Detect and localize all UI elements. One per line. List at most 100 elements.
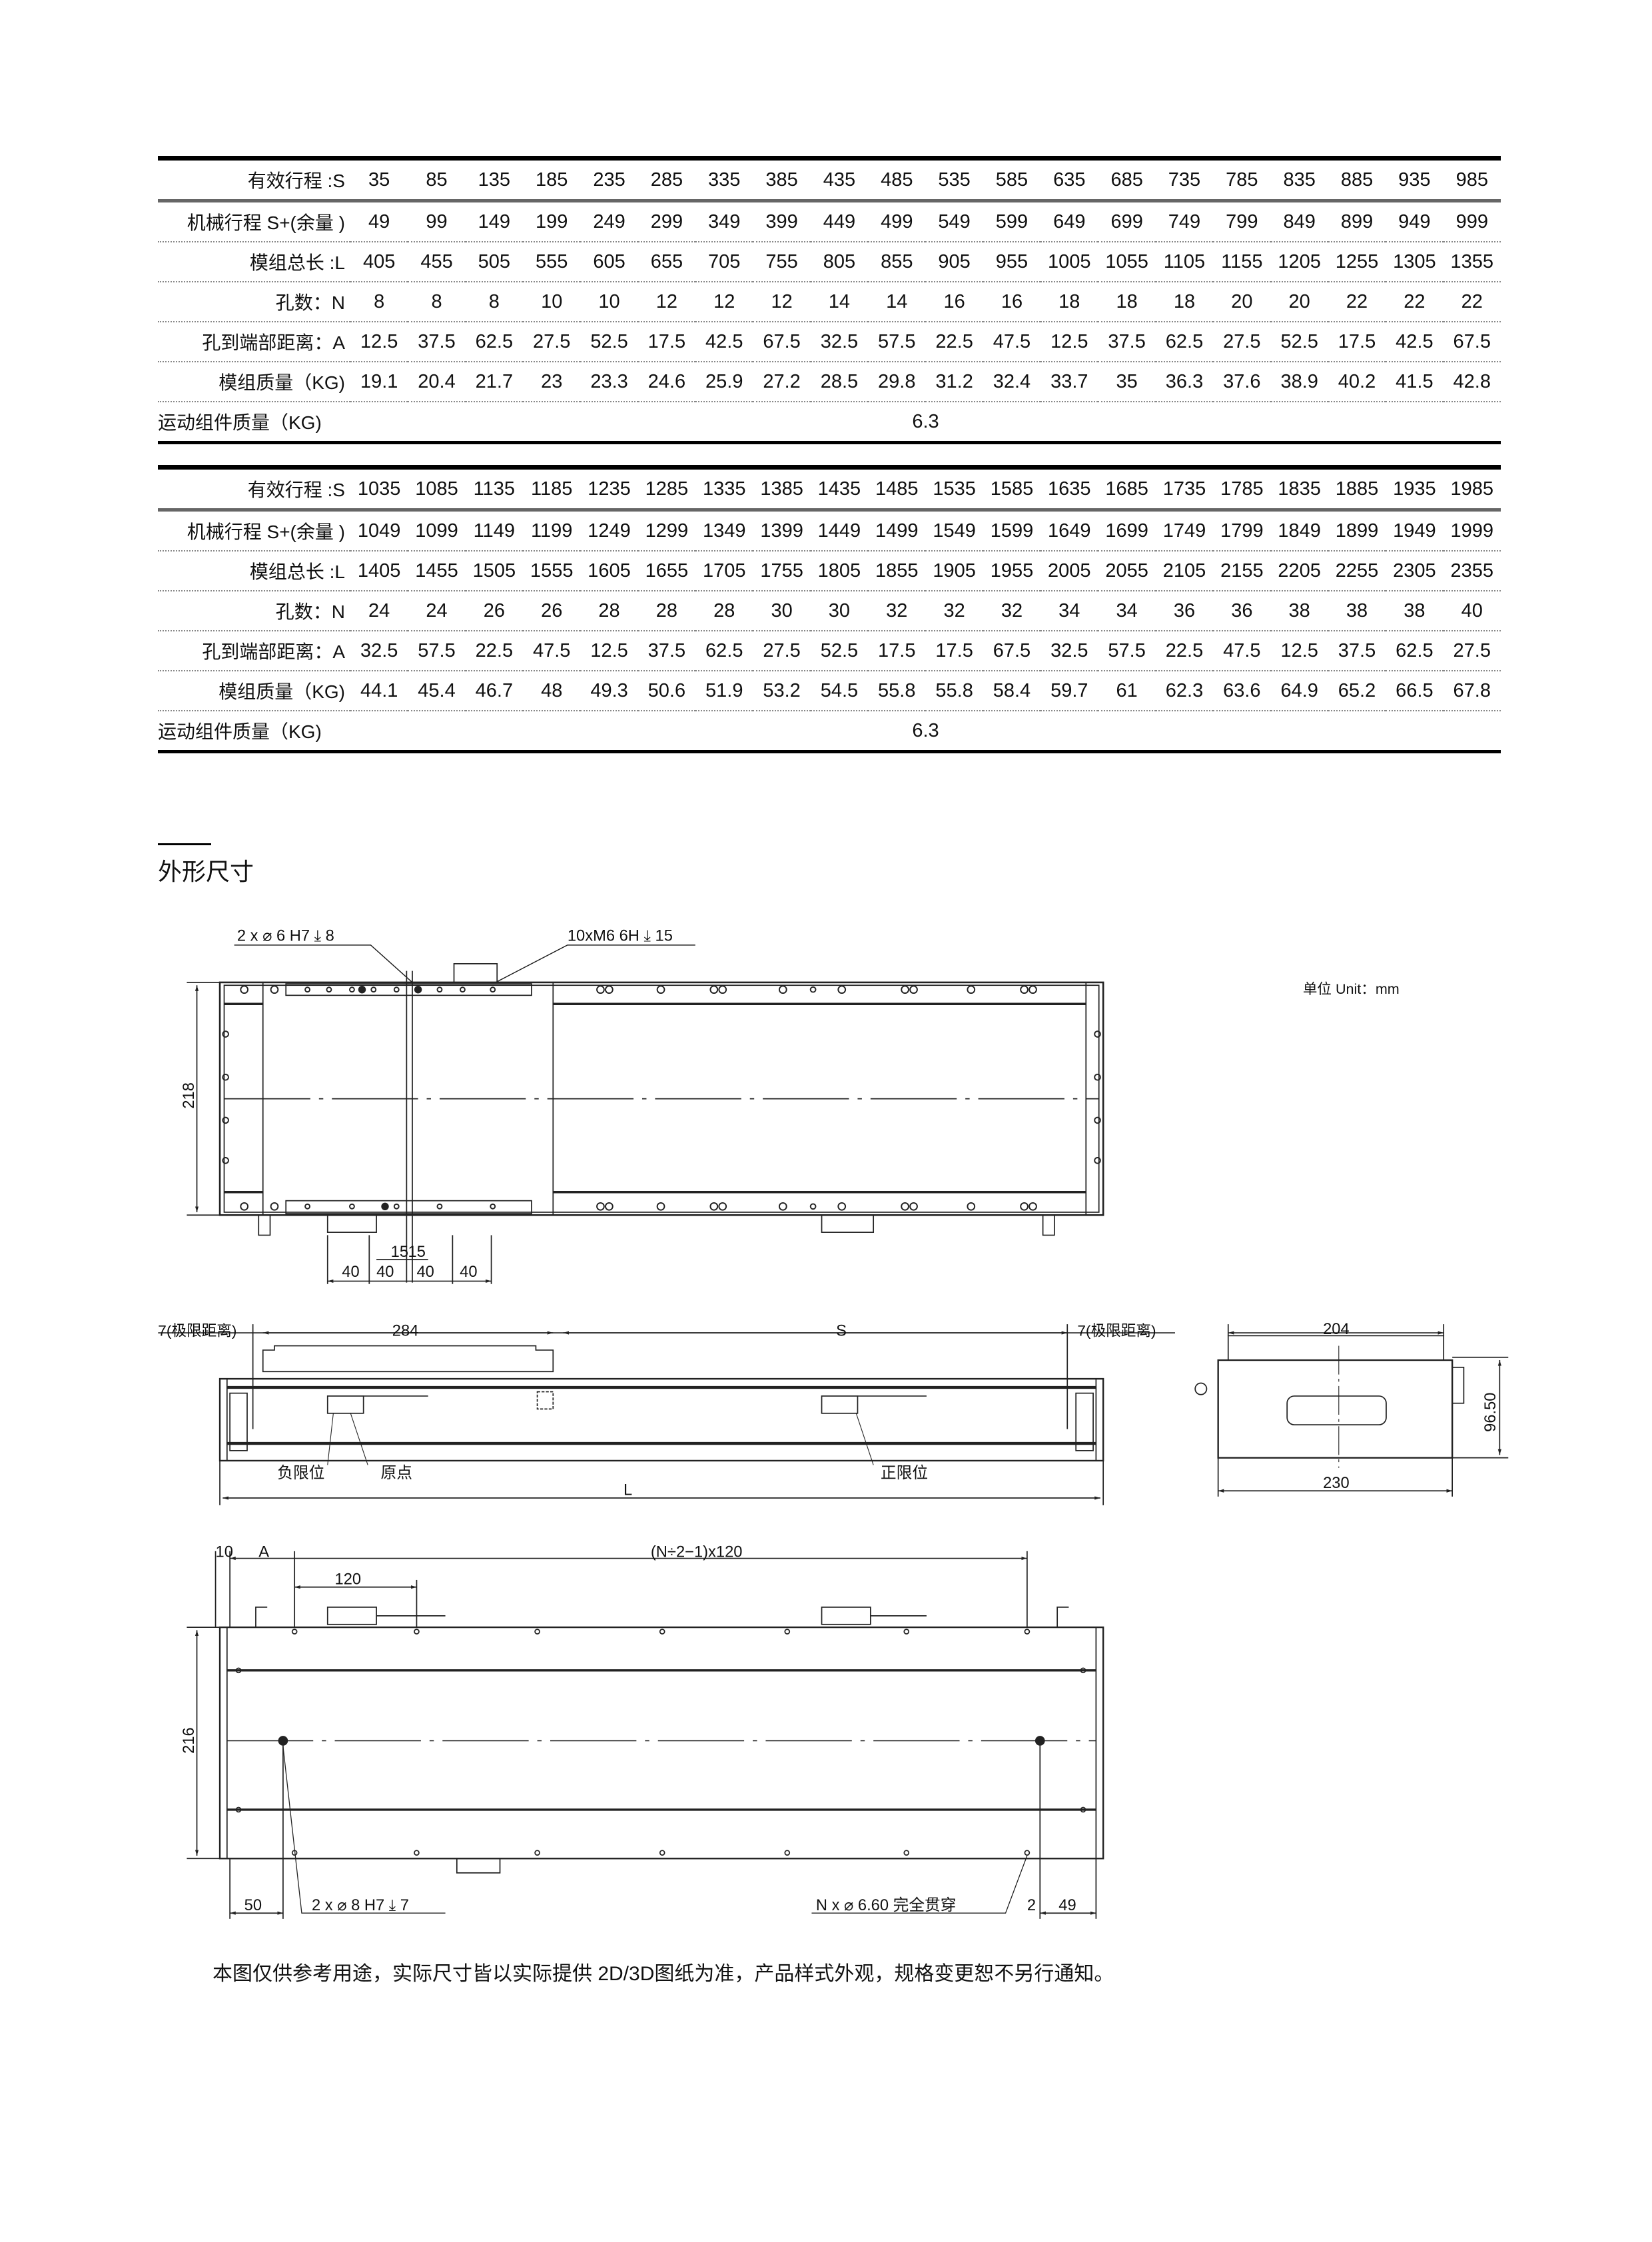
spec-table-2: 有效行程 :S 1035 1085 1135 1185 1235 1285 1335 1385 1… <box>158 465 1501 753</box>
pos-limit-label: 正限位 <box>881 1464 928 1482</box>
spec-cell: 755 <box>753 242 811 282</box>
spec-cell: 349 <box>695 200 753 242</box>
spec-cell: 54.5 <box>810 671 869 711</box>
top-view: 2 x ⌀ 6 H7 ⤓ 8 10xM6 6H ⤓ 15 单位 Unit：mm … <box>181 927 1400 1284</box>
spec-cell: 37.5 <box>1098 322 1156 362</box>
spec-cell: 1205 <box>1270 242 1328 282</box>
spec-cell: 14 <box>810 282 869 322</box>
spec-cell: 62.5 <box>1155 322 1214 362</box>
spec-cell: 42.5 <box>1386 322 1444 362</box>
row-label: 运动组件质量（KG) <box>158 412 322 433</box>
spec-cell: 27.5 <box>523 322 581 362</box>
spec-cell: 12.5 <box>580 631 638 671</box>
spec-cell: 1485 <box>868 467 926 512</box>
spec-cell: 28.5 <box>810 362 869 402</box>
spec-cell: 1949 <box>1386 510 1444 552</box>
connector-icon <box>453 963 498 983</box>
spec-cell: 30 <box>810 591 869 631</box>
spec-cell: 485 <box>868 158 926 202</box>
spec-cell: 64.9 <box>1270 671 1328 711</box>
spec-cell: 1505 <box>465 551 524 591</box>
spec-cell: 58.4 <box>983 671 1041 711</box>
spec-cell: 27.5 <box>753 631 811 671</box>
spec-cell: 38.9 <box>1270 362 1328 402</box>
spec-cell: 1049 <box>350 510 408 552</box>
spec-cell: 23 <box>523 362 581 402</box>
spec-cell: 1385 <box>753 467 811 512</box>
spec-cell: 1835 <box>1270 467 1328 512</box>
spec-cell: 22.5 <box>1155 631 1214 671</box>
spec-cell: 37.5 <box>637 631 696 671</box>
spec-cell: 1455 <box>408 551 466 591</box>
spec-cell: 38 <box>1328 591 1386 631</box>
spec-cell: 10 <box>580 282 638 322</box>
spec-cell: 67.5 <box>1443 322 1501 362</box>
row-label: 模组质量（KG) <box>158 671 350 711</box>
spec-cell: 44.1 <box>350 671 408 711</box>
spec-row: 孔数：N 8 8 8 10 10 12 12 12 14 14 16 16 18 18 18 20 20 22 22 2… <box>158 282 1501 322</box>
spec-cell: 20.4 <box>408 362 466 402</box>
spec-cell: 18 <box>1040 282 1098 322</box>
pitch-dim: (N÷2−1)x120 <box>651 1543 743 1561</box>
spec-cell: 449 <box>810 200 869 242</box>
spec-cell: 1749 <box>1155 510 1214 552</box>
spec-cell: 735 <box>1155 158 1214 202</box>
origin-label: 原点 <box>381 1464 412 1482</box>
spec-cell: 1185 <box>523 467 581 512</box>
spec-cell: 27.5 <box>1443 631 1501 671</box>
dim-40: 40 <box>376 1264 394 1281</box>
spec-cell: 61 <box>1098 671 1156 711</box>
spec-cell: 62.3 <box>1155 671 1214 711</box>
spec-cell: 52.5 <box>580 322 638 362</box>
spec-cell: 605 <box>580 242 638 282</box>
spec-cell: 62.5 <box>695 631 753 671</box>
spec-cell: 1899 <box>1328 510 1386 552</box>
spec-row: 模组总长 :L 1405 1455 1505 1555 1605 1655 1705 1755 1… <box>158 551 1501 591</box>
spec-cell: 655 <box>637 242 696 282</box>
spec-cell: 1355 <box>1443 242 1501 282</box>
spec-cell: 1705 <box>695 551 753 591</box>
spec-cell: 1349 <box>695 510 753 552</box>
spec-cell: 48 <box>523 671 581 711</box>
spec-cell: 1399 <box>753 510 811 552</box>
spec-cell: 1085 <box>408 467 466 512</box>
end-height: 96.50 <box>1482 1393 1499 1432</box>
spec-cell: 749 <box>1155 200 1214 242</box>
spec-cell: 35 <box>1098 362 1156 402</box>
spec-cell: 16 <box>983 282 1041 322</box>
spec-cell: 27.5 <box>1213 322 1271 362</box>
spec-cell: 49.3 <box>580 671 638 711</box>
spec-cell: 20 <box>1213 282 1271 322</box>
spec-cell: 385 <box>753 158 811 202</box>
spec-cell: 57.5 <box>1098 631 1156 671</box>
spec-cell: 499 <box>868 200 926 242</box>
spec-cell: 21.7 <box>465 362 524 402</box>
spec-cell: 1605 <box>580 551 638 591</box>
spec-cell: 1599 <box>983 510 1041 552</box>
spec-cell: 37.5 <box>1328 631 1386 671</box>
sensor-icon <box>821 1214 875 1233</box>
spec-cell: 18 <box>1155 282 1214 322</box>
dim-15a: 15 <box>391 1244 408 1261</box>
section-rule <box>158 843 211 845</box>
spec-cell: 599 <box>983 200 1041 242</box>
spec-cell: 22 <box>1386 282 1444 322</box>
spec-cell: 1035 <box>350 467 408 512</box>
spec-cell: 2255 <box>1328 551 1386 591</box>
spec-cell: 2105 <box>1155 551 1214 591</box>
spec-cell: 32.5 <box>350 631 408 671</box>
limit-left: 7(极限距离) <box>158 1322 236 1339</box>
spec-cell: 1285 <box>637 467 696 512</box>
spec-cell: 1299 <box>637 510 696 552</box>
spec-cell: 435 <box>810 158 869 202</box>
pin-callout: 2 x ⌀ 8 H7 ⤓ 7 <box>312 1897 409 1914</box>
spec-cell: 685 <box>1098 158 1156 202</box>
spec-cell: 29.8 <box>868 362 926 402</box>
spec-cell: 32.5 <box>1040 631 1098 671</box>
spec-cell: 249 <box>580 200 638 242</box>
spec-cell: 12 <box>695 282 753 322</box>
spec-cell: 32.4 <box>983 362 1041 402</box>
spec-cell: 41.5 <box>1386 362 1444 402</box>
spec-cell: 37.5 <box>408 322 466 362</box>
spec-cell: 2155 <box>1213 551 1271 591</box>
